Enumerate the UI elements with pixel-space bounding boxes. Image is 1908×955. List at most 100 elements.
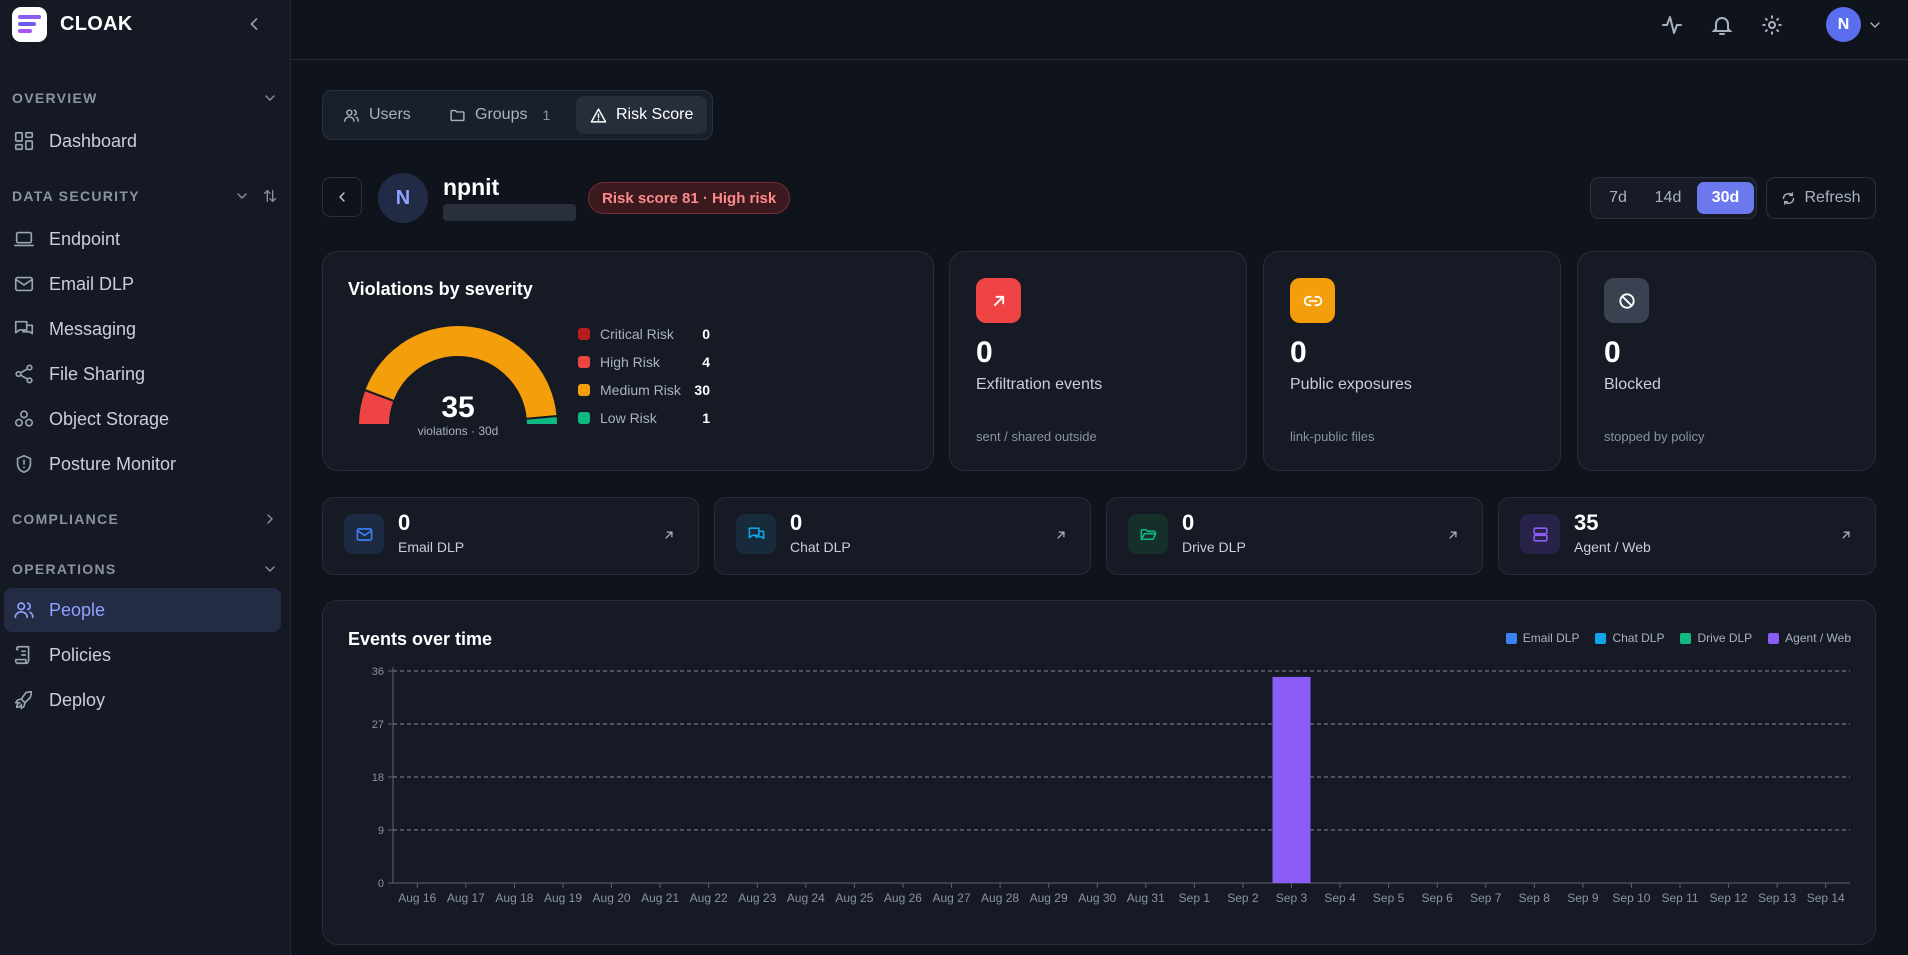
chevron-down-icon	[262, 90, 278, 106]
range-30d-button[interactable]: 30d	[1697, 182, 1754, 214]
sidebar-item-endpoint[interactable]: Endpoint	[4, 217, 281, 261]
section-label: COMPLIANCE	[12, 511, 120, 527]
range-14d-button[interactable]: 14d	[1654, 189, 1682, 206]
channel-value: 0	[790, 510, 803, 535]
legend-label: Agent / Web	[1785, 631, 1851, 645]
gauge-segment-medium-risk	[363, 324, 559, 420]
channel-value: 0	[398, 510, 411, 535]
topbar	[291, 0, 1908, 60]
gauge-segment-low-risk	[524, 414, 560, 426]
sidebar-item-deploy[interactable]: Deploy	[4, 678, 281, 722]
sort-icon[interactable]	[262, 188, 278, 204]
settings-icon[interactable]	[1760, 13, 1784, 37]
tab-users[interactable]: Users	[329, 96, 425, 134]
tab-risk-score[interactable]: Risk Score	[576, 96, 708, 134]
sidebar-item-label: File Sharing	[49, 363, 146, 384]
back-button[interactable]	[322, 177, 362, 217]
section-data-security[interactable]: DATA SECURITY	[12, 188, 278, 204]
legend-label: Low Risk	[600, 410, 657, 426]
channel-card-drive[interactable]: 0 Drive DLP	[1106, 497, 1483, 575]
chat-icon	[13, 318, 35, 340]
tab-bar: Users Groups 1 Risk Score	[322, 90, 713, 140]
legend-chat-dlp: Chat DLP	[1595, 631, 1664, 645]
channel-value: 35	[1574, 510, 1599, 535]
channel-value: 0	[1182, 510, 1195, 535]
bell-icon[interactable]	[1710, 13, 1734, 37]
stat-value: 0	[1290, 336, 1307, 369]
legend-value: 4	[702, 354, 710, 370]
link-icon	[1290, 278, 1335, 323]
server-icon	[1520, 514, 1560, 554]
user-avatar[interactable]: N	[1826, 7, 1861, 42]
arrow-up-right-icon	[1839, 528, 1853, 542]
legend-value: 30	[694, 382, 710, 398]
sidebar-item-policies[interactable]: Policies	[4, 633, 281, 677]
section-operations[interactable]: OPERATIONS	[12, 561, 278, 577]
gauge-caption: violations · 30d	[417, 424, 499, 438]
chevron-down-icon[interactable]	[1867, 17, 1883, 33]
legend-drive-dlp: Drive DLP	[1680, 631, 1752, 645]
sidebar: CLOAK OVERVIEW Dashboard DATA SECURITY E…	[0, 0, 291, 955]
sidebar-item-dashboard[interactable]: Dashboard	[4, 119, 281, 163]
stat-label: Public exposures	[1290, 376, 1412, 393]
section-label: DATA SECURITY	[12, 188, 140, 204]
sidebar-item-label: Endpoint	[49, 228, 121, 249]
events-card: Events over time Email DLP Chat DLP Driv…	[322, 600, 1876, 945]
sidebar-item-label: Email DLP	[49, 273, 135, 294]
sidebar-item-people[interactable]: People	[4, 588, 281, 632]
legend-value: 1	[702, 410, 710, 426]
tab-groups[interactable]: Groups 1	[435, 96, 564, 134]
sidebar-item-object-storage[interactable]: Object Storage	[4, 397, 281, 441]
refresh-icon	[1781, 191, 1796, 206]
channel-card-chat[interactable]: 0 Chat DLP	[714, 497, 1091, 575]
sidebar-item-label: Posture Monitor	[49, 453, 177, 474]
severity-title: Violations by severity	[348, 279, 533, 299]
folder-open-icon	[1128, 514, 1168, 554]
channel-label: Chat DLP	[790, 539, 851, 555]
app-name: CLOAK	[60, 12, 133, 35]
channel-card-agent-web[interactable]: 35 Agent / Web	[1498, 497, 1876, 575]
sidebar-item-messaging[interactable]: Messaging	[4, 307, 281, 351]
chevron-down-icon[interactable]	[234, 188, 250, 204]
stat-label: Exfiltration events	[976, 376, 1103, 393]
profile-avatar: N	[378, 173, 428, 223]
stat-value: 0	[1604, 336, 1621, 369]
users-icon	[343, 107, 360, 124]
legend-label: Email DLP	[1522, 631, 1580, 645]
legend-swatch	[578, 412, 590, 424]
refresh-button[interactable]: Refresh	[1766, 177, 1876, 219]
cloak-logo[interactable]	[12, 6, 47, 42]
channel-card-email[interactable]: 0 Email DLP	[322, 497, 699, 575]
stat-sub: link-public files	[1290, 429, 1375, 444]
warning-icon	[590, 107, 607, 124]
sidebar-item-email-dlp[interactable]: Email DLP	[4, 262, 281, 306]
arrow-up-right-icon	[662, 528, 676, 542]
stat-sub: stopped by policy	[1604, 429, 1705, 444]
tab-label: Risk Score	[616, 106, 694, 123]
sidebar-item-file-sharing[interactable]: File Sharing	[4, 352, 281, 396]
section-label: OVERVIEW	[12, 90, 98, 106]
activity-icon[interactable]	[1660, 13, 1684, 37]
sidebar-item-posture-monitor[interactable]: Posture Monitor	[4, 442, 281, 486]
chevron-left-icon	[339, 192, 345, 202]
stat-card-exfiltration: 0 Exfiltration events sent / shared outs…	[949, 251, 1247, 471]
legend-medium-risk: Medium Risk 30	[578, 382, 710, 398]
collapse-sidebar-icon[interactable]	[244, 14, 264, 34]
range-7d-button[interactable]: 7d	[1609, 189, 1627, 206]
share-icon	[13, 363, 35, 385]
storage-icon	[13, 408, 35, 430]
section-overview[interactable]: OVERVIEW	[12, 90, 278, 106]
risk-badge: Risk score 81 · High risk	[588, 182, 791, 214]
legend-email-dlp: Email DLP	[1505, 631, 1580, 645]
section-compliance[interactable]: COMPLIANCE	[12, 511, 278, 527]
chevron-right-icon	[262, 511, 278, 527]
gauge-total: 35	[441, 391, 475, 424]
mail-icon	[13, 273, 35, 295]
channel-label: Drive DLP	[1182, 539, 1246, 555]
legend-label: High Risk	[600, 354, 660, 370]
people-icon	[13, 599, 35, 621]
folder-icon	[449, 107, 466, 124]
tab-label: Users	[369, 106, 411, 123]
legend-label: Chat DLP	[1612, 631, 1665, 645]
profile-name: npnit	[443, 174, 500, 200]
